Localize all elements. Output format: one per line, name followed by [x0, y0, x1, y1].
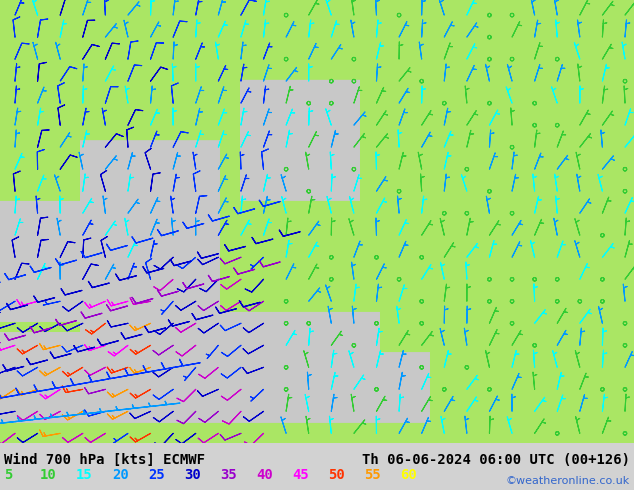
Text: 30: 30	[184, 468, 201, 482]
Text: 20: 20	[112, 468, 129, 482]
Text: 15: 15	[76, 468, 93, 482]
Text: 35: 35	[220, 468, 236, 482]
Text: Wind 700 hPa [kts] ECMWF: Wind 700 hPa [kts] ECMWF	[4, 453, 205, 466]
Text: Th 06-06-2024 06:00 UTC (00+126): Th 06-06-2024 06:00 UTC (00+126)	[362, 453, 630, 466]
Text: ©weatheronline.co.uk: ©weatheronline.co.uk	[506, 476, 630, 486]
Text: 25: 25	[148, 468, 165, 482]
Text: 5: 5	[4, 468, 13, 482]
Text: 60: 60	[400, 468, 417, 482]
Text: 50: 50	[328, 468, 345, 482]
Text: 40: 40	[256, 468, 273, 482]
Text: 10: 10	[40, 468, 57, 482]
Text: 55: 55	[364, 468, 381, 482]
Text: 45: 45	[292, 468, 309, 482]
